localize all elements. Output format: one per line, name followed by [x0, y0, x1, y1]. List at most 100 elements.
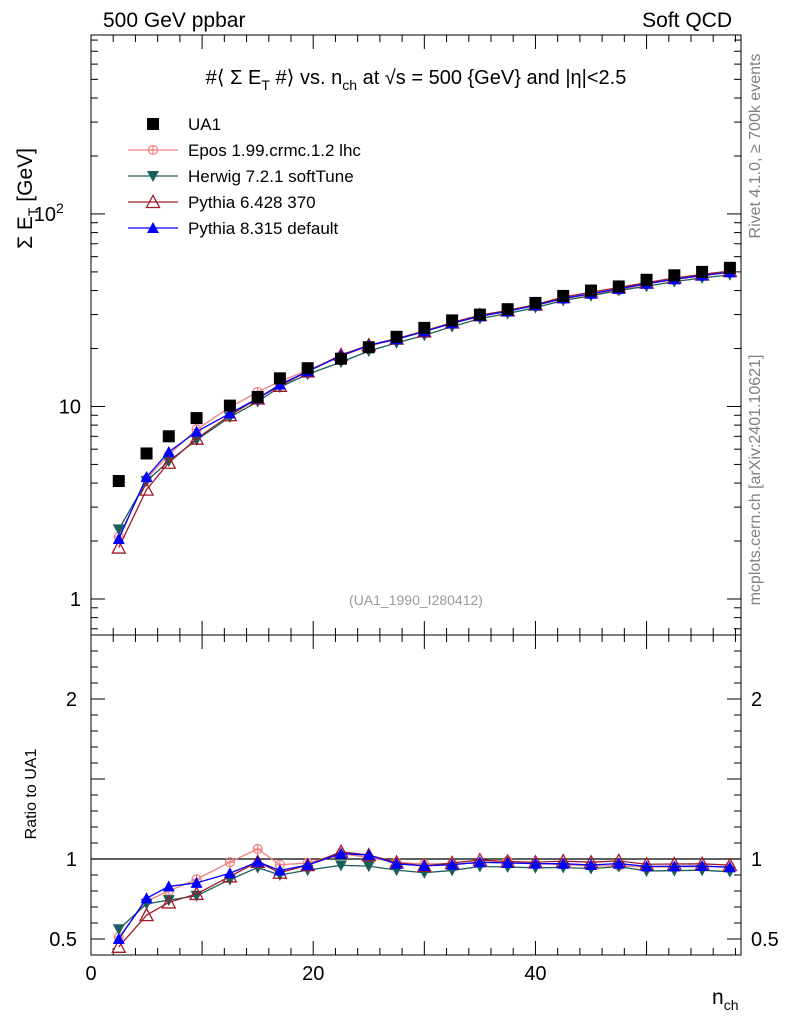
point-pythia-6-428-370 — [138, 481, 155, 496]
ratio-point-pythia-6-428-370 — [250, 853, 266, 869]
point-ua1 — [251, 390, 264, 403]
point-pythia-6-428-370 — [111, 539, 127, 554]
main-y-tick-label-exp-power: 2 — [56, 200, 64, 216]
point-ua1 — [529, 296, 542, 309]
series-line-epos-1-99-crmc-1-2-lhc — [118, 271, 730, 538]
x-axis: 0 20 40 — [85, 35, 736, 985]
point-ua1 — [273, 372, 286, 385]
point-ua1 — [162, 430, 175, 443]
ratio-point-pythia-8-315-default — [418, 859, 431, 871]
point-ua1 — [301, 362, 314, 375]
point-ua1 — [446, 314, 459, 327]
ratio-point-pythia-8-315-default — [529, 857, 542, 869]
point-herwig-7-2-1-softtune — [162, 456, 175, 468]
point-ua1 — [390, 330, 403, 343]
ratio-point-pythia-8-315-default — [501, 857, 514, 868]
ratio-point-herwig-7-2-1-softtune — [162, 895, 175, 907]
legend-marker-pythia-8-315-default — [147, 222, 159, 233]
ratio-point-herwig-7-2-1-softtune — [362, 861, 375, 873]
x-tick-label: 40 — [524, 963, 546, 985]
ratio-point-pythia-8-315-default — [190, 876, 203, 888]
x-tick-label: 0 — [85, 963, 96, 985]
ratio-y-tick-label-right: 0.5 — [751, 929, 779, 951]
ratio-point-pythia-8-315-default — [362, 849, 375, 861]
legend-marker-pythia-6-428-370 — [145, 194, 161, 209]
legend: UA1 Epos 1.99.crmc.1.2 lhc Herwig 7.2.1 so… — [128, 115, 361, 238]
ratio-y-axis-label: Ratio to UA1 — [23, 749, 40, 840]
main-y-tick-label-exp: 10 — [34, 204, 56, 226]
point-ua1 — [362, 341, 375, 354]
point-pythia-8-315-default — [162, 446, 175, 458]
chart-title: #⟨ Σ ET #⟩ vs. nch at √s = 500 {GeV} and… — [206, 67, 627, 93]
ratio-point-herwig-7-2-1-softtune — [112, 924, 125, 936]
main-series-layer — [111, 261, 738, 554]
point-ua1 — [640, 273, 653, 286]
ratio-point-pythia-8-315-default — [446, 858, 459, 870]
ratio-point-pythia-8-315-default — [612, 857, 625, 869]
point-pythia-6-428-370 — [188, 430, 205, 445]
main-y-tick-label: 10 — [59, 396, 81, 418]
point-pythia-8-315-default — [223, 407, 236, 419]
point-ua1 — [140, 447, 153, 460]
ratio-y-tick-label: 2 — [66, 689, 77, 711]
ratio-point-pythia-6-428-370 — [111, 938, 127, 953]
point-pythia-8-315-default — [112, 532, 125, 544]
point-pythia-8-315-default — [140, 471, 153, 483]
ratio-point-pythia-8-315-default — [273, 864, 286, 876]
legend-label-epos-1-99-crmc-1-2-lhc: Epos 1.99.crmc.1.2 lhc — [188, 141, 361, 160]
rivet-label: Rivet 4.1.0, ≥ 700k events — [747, 54, 764, 239]
ratio-point-pythia-8-315-default — [140, 892, 153, 904]
ratio-point-pythia-8-315-default — [223, 867, 236, 879]
point-pythia-8-315-default — [190, 425, 203, 437]
ratio-point-pythia-8-315-default — [723, 861, 736, 873]
main-y-axis-label: Σ ET [GeV] — [14, 148, 41, 249]
ratio-point-pythia-8-315-default — [112, 933, 125, 944]
point-ua1 — [418, 321, 431, 334]
legend-marker-ua1 — [147, 118, 159, 130]
point-ua1 — [223, 399, 236, 412]
analysis-tag: (UA1_1990_I280412) — [349, 592, 483, 608]
ratio-y-tick-label: 1 — [66, 849, 77, 871]
series-line-pythia-6-428-370 — [118, 270, 730, 548]
legend-label-herwig-7-2-1-softtune: Herwig 7.2.1 softTune — [188, 167, 354, 186]
legend-marker-epos-1-99-crmc-1-2-lhc — [147, 144, 159, 156]
ratio-point-pythia-8-315-default — [696, 860, 709, 872]
ratio-y-axis: 0.5 0.5 1 1 2 2 — [49, 634, 779, 956]
header-right: Soft QCD — [642, 9, 732, 32]
mcplots-label: mcplots.cern.ch [arXiv:2401.10621] — [747, 355, 764, 606]
ratio-point-pythia-8-315-default — [668, 860, 681, 872]
ratio-point-pythia-8-315-default — [162, 880, 175, 892]
point-herwig-7-2-1-softtune — [112, 524, 125, 536]
header-left: 500 GeV ppbar — [103, 9, 245, 32]
legend-label-pythia-8-315-default: Pythia 8.315 default — [188, 219, 339, 238]
series-line-pythia-8-315-default — [118, 271, 730, 540]
x-tick-label: 20 — [302, 963, 324, 985]
ratio-point-pythia-6-428-370 — [188, 886, 205, 901]
ratio-point-pythia-8-315-default — [473, 856, 486, 868]
ratio-point-pythia-6-428-370 — [138, 907, 155, 922]
point-ua1 — [473, 308, 486, 321]
point-ua1 — [190, 412, 203, 425]
ratio-y-tick-label: 0.5 — [49, 929, 77, 951]
point-ua1 — [723, 261, 736, 274]
ratio-point-epos-1-99-crmc-1-2-lhc — [252, 843, 263, 855]
ratio-point-herwig-7-2-1-softtune — [335, 860, 347, 872]
main-y-tick-label: 1 — [70, 589, 81, 611]
x-axis-label: nch — [712, 986, 738, 1013]
point-ua1 — [112, 475, 125, 488]
point-ua1 — [696, 265, 709, 278]
point-ua1 — [585, 284, 597, 297]
ratio-point-pythia-8-315-default — [335, 847, 347, 859]
ratio-panel-frame — [90, 634, 742, 956]
ratio-series-layer — [111, 843, 738, 953]
legend-label-pythia-6-428-370: Pythia 6.428 370 — [188, 193, 316, 212]
ratio-point-pythia-8-315-default — [557, 857, 570, 869]
ratio-point-pythia-8-315-default — [301, 859, 314, 871]
ratio-point-epos-1-99-crmc-1-2-lhc — [224, 857, 235, 868]
legend-label-ua1: UA1 — [188, 115, 221, 134]
ratio-point-pythia-8-315-default — [640, 860, 653, 872]
ratio-y-tick-label-right: 1 — [751, 849, 762, 871]
point-ua1 — [501, 303, 514, 316]
